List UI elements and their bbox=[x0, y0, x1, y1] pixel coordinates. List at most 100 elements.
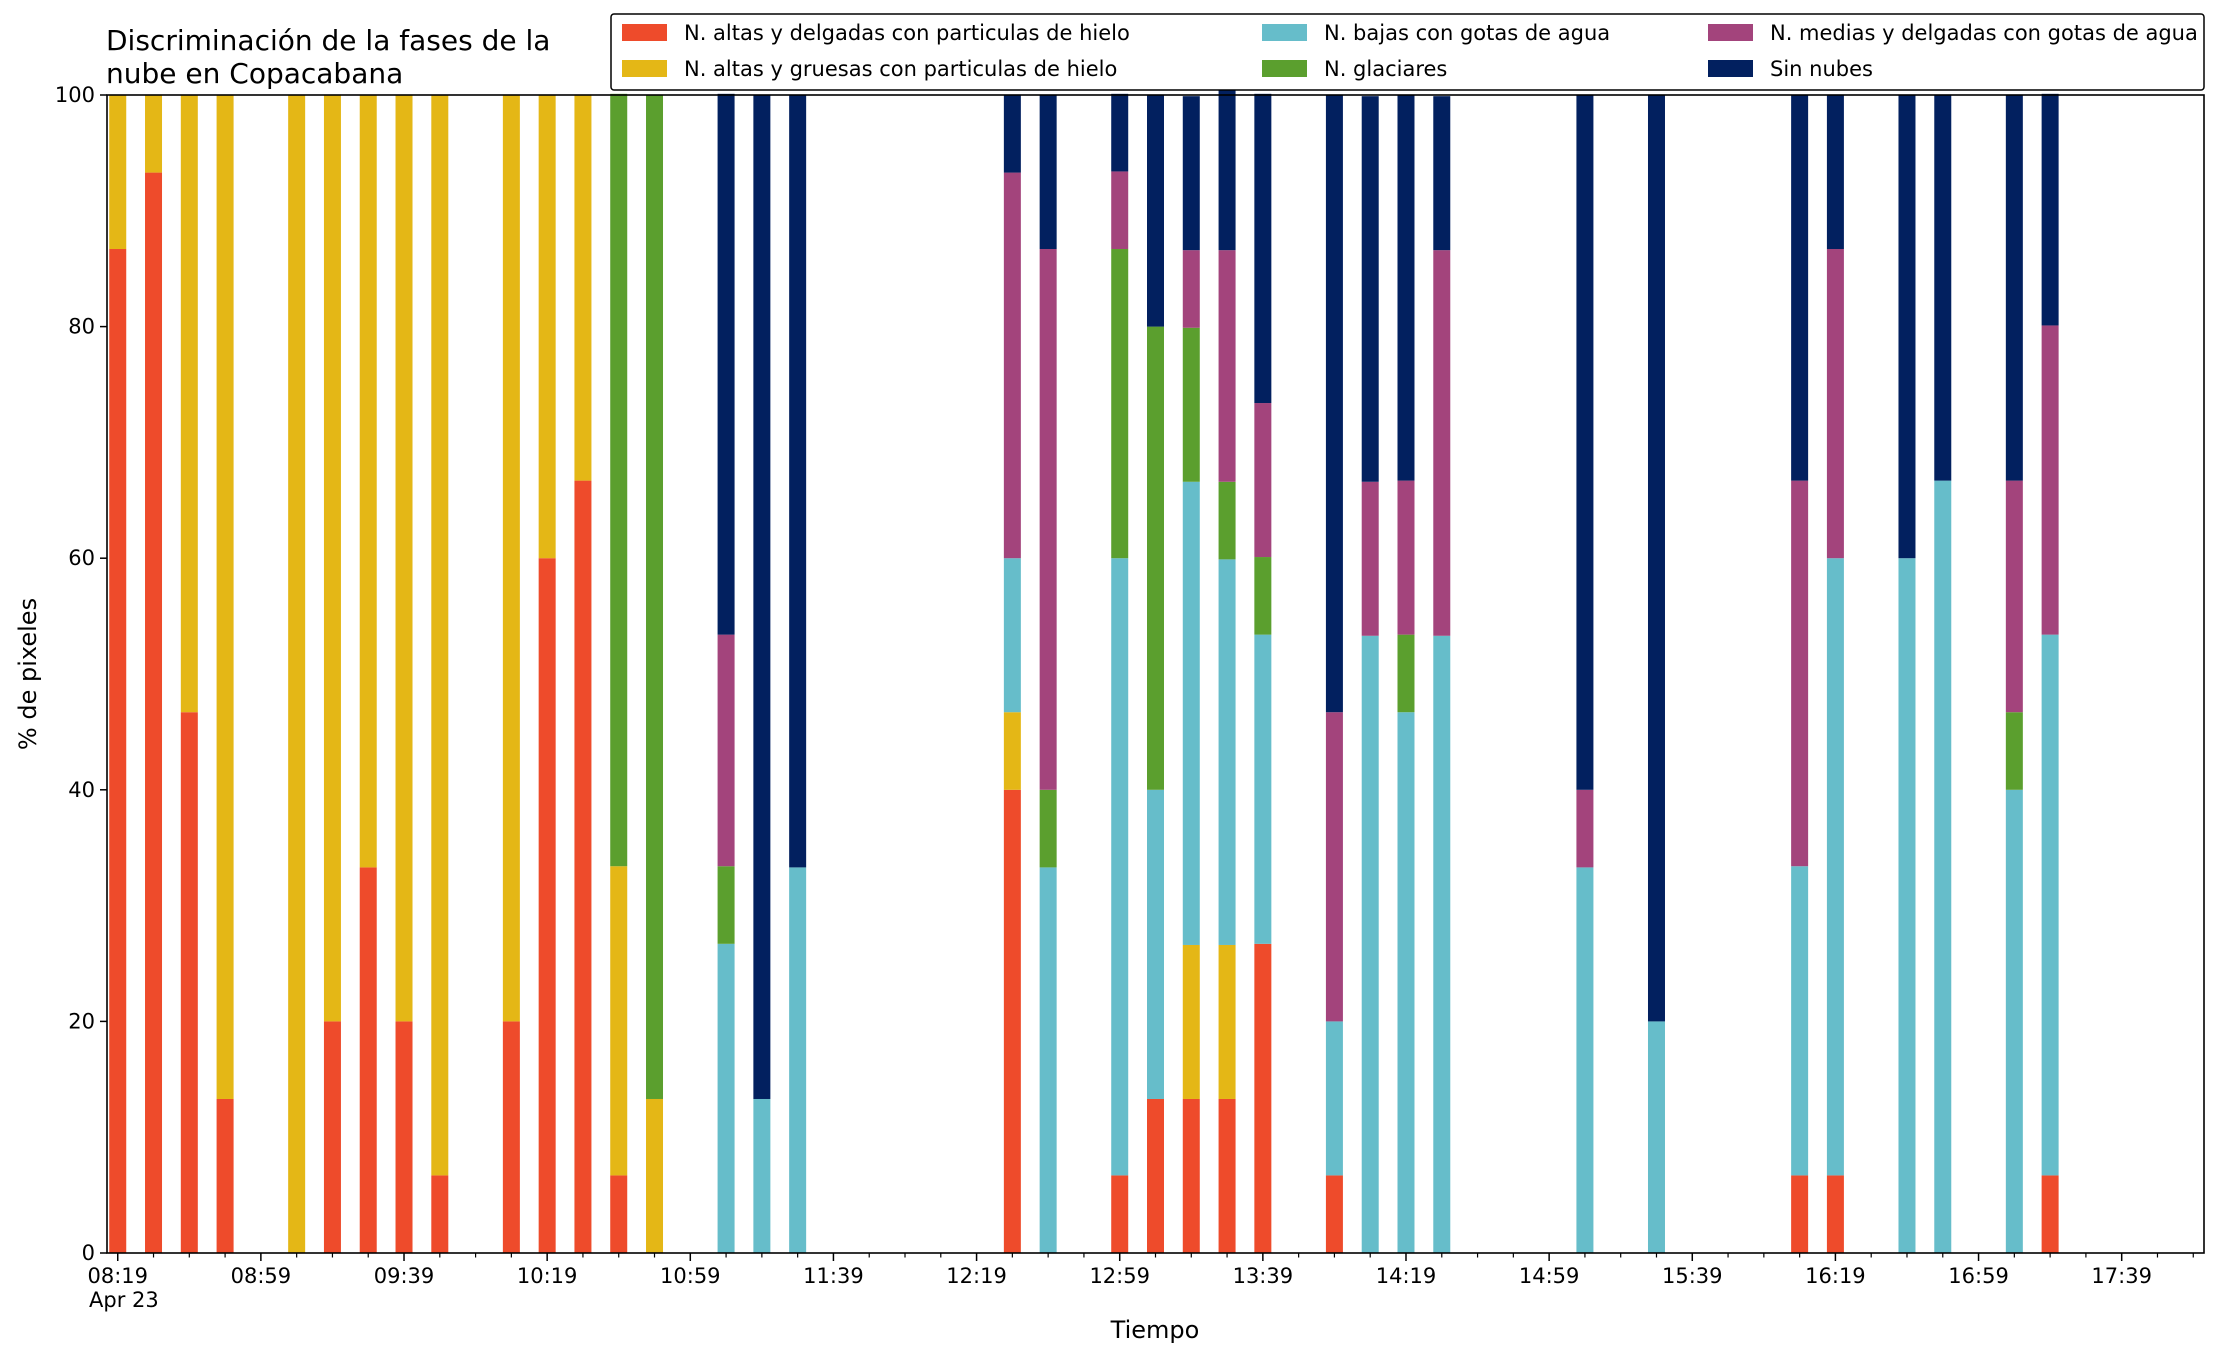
bar-altas_delgadas-1009 bbox=[502, 1021, 520, 1253]
bar-altas_gruesas-0839 bbox=[180, 95, 198, 713]
bar-glaciares-1329 bbox=[1218, 481, 1236, 560]
bar-sin_nubes-1709 bbox=[2005, 95, 2023, 481]
bar-medias-1229 bbox=[1003, 172, 1021, 559]
bar-sin_nubes-1719 bbox=[2041, 93, 2059, 326]
x-tick-label-1659: 16:59 bbox=[1948, 1264, 2009, 1288]
bar-bajas-1529 bbox=[1647, 1021, 1665, 1253]
x-date-label: Apr 23 bbox=[89, 1288, 159, 1312]
bar-altas_delgadas-1039 bbox=[610, 1175, 628, 1253]
bar-sin_nubes-1129 bbox=[789, 95, 807, 868]
bar-altas_gruesas-1329 bbox=[1218, 944, 1236, 1099]
legend-label-altas_delgadas: N. altas y delgadas con particulas de hi… bbox=[684, 21, 1130, 45]
bar-glaciares-1039 bbox=[610, 93, 628, 867]
bar-bajas-1609 bbox=[1791, 866, 1809, 1176]
bar-altas_gruesas-0909 bbox=[288, 95, 306, 1253]
bar-altas_gruesas-1009 bbox=[502, 95, 520, 1022]
bar-glaciares-1419 bbox=[1397, 634, 1415, 713]
bar-altas_gruesas-1019 bbox=[538, 95, 556, 559]
bar-altas_delgadas-0819 bbox=[109, 249, 127, 1253]
x-tick-label-1219: 12:19 bbox=[946, 1264, 1007, 1288]
legend-label-sin_nubes: Sin nubes bbox=[1770, 57, 1873, 81]
bar-altas_gruesas-1229 bbox=[1003, 712, 1021, 790]
bar-altas_delgadas-0939 bbox=[395, 1021, 413, 1253]
y-axis: 0 20 40 60 80 100 bbox=[55, 83, 107, 1265]
bar-medias-1239 bbox=[1039, 249, 1057, 790]
bar-glaciares-1309 bbox=[1147, 326, 1164, 790]
x-axis-label: Tiempo bbox=[1110, 1316, 1200, 1344]
bar-bajas-1719 bbox=[2041, 634, 2059, 1176]
x-tick-label-1419: 14:19 bbox=[1376, 1264, 1437, 1288]
bar-bajas-1419 bbox=[1397, 712, 1415, 1253]
bar-altas_delgadas-1019 bbox=[538, 558, 556, 1253]
bar-sin_nubes-1119 bbox=[753, 95, 771, 1099]
bar-altas_gruesas-0829 bbox=[145, 95, 163, 173]
bar-glaciares-1319 bbox=[1182, 327, 1200, 482]
bar-glaciares-1259 bbox=[1111, 249, 1129, 559]
x-tick-label-0819: 08:19 bbox=[87, 1264, 148, 1288]
bar-sin_nubes-1639 bbox=[1898, 95, 1916, 559]
bar-bajas-1429 bbox=[1433, 635, 1451, 1253]
legend-swatch-bajas bbox=[1262, 24, 1307, 41]
legend-swatch-sin_nubes bbox=[1708, 60, 1753, 77]
bar-sin_nubes-1319 bbox=[1182, 96, 1200, 251]
bar-altas_gruesas-0939 bbox=[395, 95, 413, 1022]
legend-swatch-glaciares bbox=[1262, 60, 1307, 77]
bar-bajas-1619 bbox=[1826, 558, 1844, 1176]
bar-sin_nubes-1259 bbox=[1111, 93, 1129, 172]
bar-bajas-1109 bbox=[717, 943, 735, 1253]
legend-swatch-altas_delgadas bbox=[622, 24, 667, 41]
bar-altas_delgadas-0849 bbox=[216, 1098, 234, 1253]
y-tick-label-40: 40 bbox=[68, 778, 95, 802]
bar-sin_nubes-1609 bbox=[1791, 95, 1809, 481]
bar-altas_gruesas-1029 bbox=[574, 95, 592, 481]
bar-bajas-1359 bbox=[1325, 1021, 1343, 1176]
bar-altas_gruesas-0949 bbox=[431, 95, 449, 1176]
bar-medias-1509 bbox=[1576, 789, 1594, 868]
x-tick-label-1339: 13:39 bbox=[1233, 1264, 1294, 1288]
x-tick-label-1139: 11:39 bbox=[803, 1264, 864, 1288]
x-tick-label-1619: 16:19 bbox=[1805, 1264, 1866, 1288]
bar-glaciares-1109 bbox=[717, 866, 735, 944]
bar-glaciares-1709 bbox=[2005, 712, 2023, 790]
bar-altas_delgadas-1719 bbox=[2041, 1175, 2059, 1253]
bar-sin_nubes-1419 bbox=[1397, 95, 1415, 481]
bar-bajas-1339 bbox=[1254, 634, 1272, 944]
bar-sin_nubes-1239 bbox=[1039, 95, 1057, 250]
bar-glaciares-1339 bbox=[1254, 557, 1272, 635]
bar-altas_delgadas-1029 bbox=[574, 480, 592, 1253]
bar-sin_nubes-1509 bbox=[1576, 95, 1594, 790]
bars-layer bbox=[109, 18, 2059, 1254]
bar-altas_delgadas-0839 bbox=[180, 712, 198, 1253]
bar-medias-1339 bbox=[1254, 403, 1272, 558]
bar-medias-1109 bbox=[717, 634, 735, 867]
bar-medias-1429 bbox=[1433, 250, 1451, 636]
bar-bajas-1239 bbox=[1039, 867, 1057, 1253]
y-axis-label: % de pixeles bbox=[14, 598, 42, 750]
bar-altas_gruesas-0819 bbox=[109, 95, 127, 250]
bar-medias-1709 bbox=[2005, 480, 2023, 713]
legend-label-medias: N. medias y delgadas con gotas de agua bbox=[1770, 21, 2198, 45]
x-tick-label-1739: 17:39 bbox=[2091, 1264, 2152, 1288]
y-tick-label-0: 0 bbox=[82, 1241, 95, 1265]
bar-sin_nubes-1229 bbox=[1003, 95, 1021, 173]
y-tick-label-20: 20 bbox=[68, 1009, 95, 1033]
bar-altas_delgadas-1359 bbox=[1325, 1175, 1343, 1253]
bar-bajas-1649 bbox=[1934, 480, 1952, 1253]
bar-sin_nubes-1339 bbox=[1254, 93, 1272, 404]
bar-bajas-1409 bbox=[1361, 635, 1379, 1253]
bar-sin_nubes-1529 bbox=[1647, 95, 1665, 1022]
x-tick-label-0859: 08:59 bbox=[231, 1264, 292, 1288]
x-tick-label-0939: 09:39 bbox=[374, 1264, 435, 1288]
legend-swatch-medias bbox=[1708, 24, 1753, 41]
bar-bajas-1509 bbox=[1576, 867, 1594, 1253]
bar-sin_nubes-1309 bbox=[1147, 95, 1164, 327]
bar-altas_gruesas-0849 bbox=[216, 95, 234, 1099]
bar-bajas-1319 bbox=[1182, 481, 1200, 945]
bar-altas_delgadas-0929 bbox=[359, 867, 377, 1253]
bar-bajas-1329 bbox=[1218, 559, 1236, 945]
bar-medias-1259 bbox=[1111, 171, 1129, 250]
x-axis: 08:19 08:59 09:39 10:19 10:59 11:39 12:19 12:59… bbox=[87, 1253, 2194, 1288]
x-tick-label-1539: 15:39 bbox=[1662, 1264, 1723, 1288]
bar-bajas-1639 bbox=[1898, 558, 1916, 1253]
bar-sin_nubes-1619 bbox=[1826, 95, 1844, 250]
